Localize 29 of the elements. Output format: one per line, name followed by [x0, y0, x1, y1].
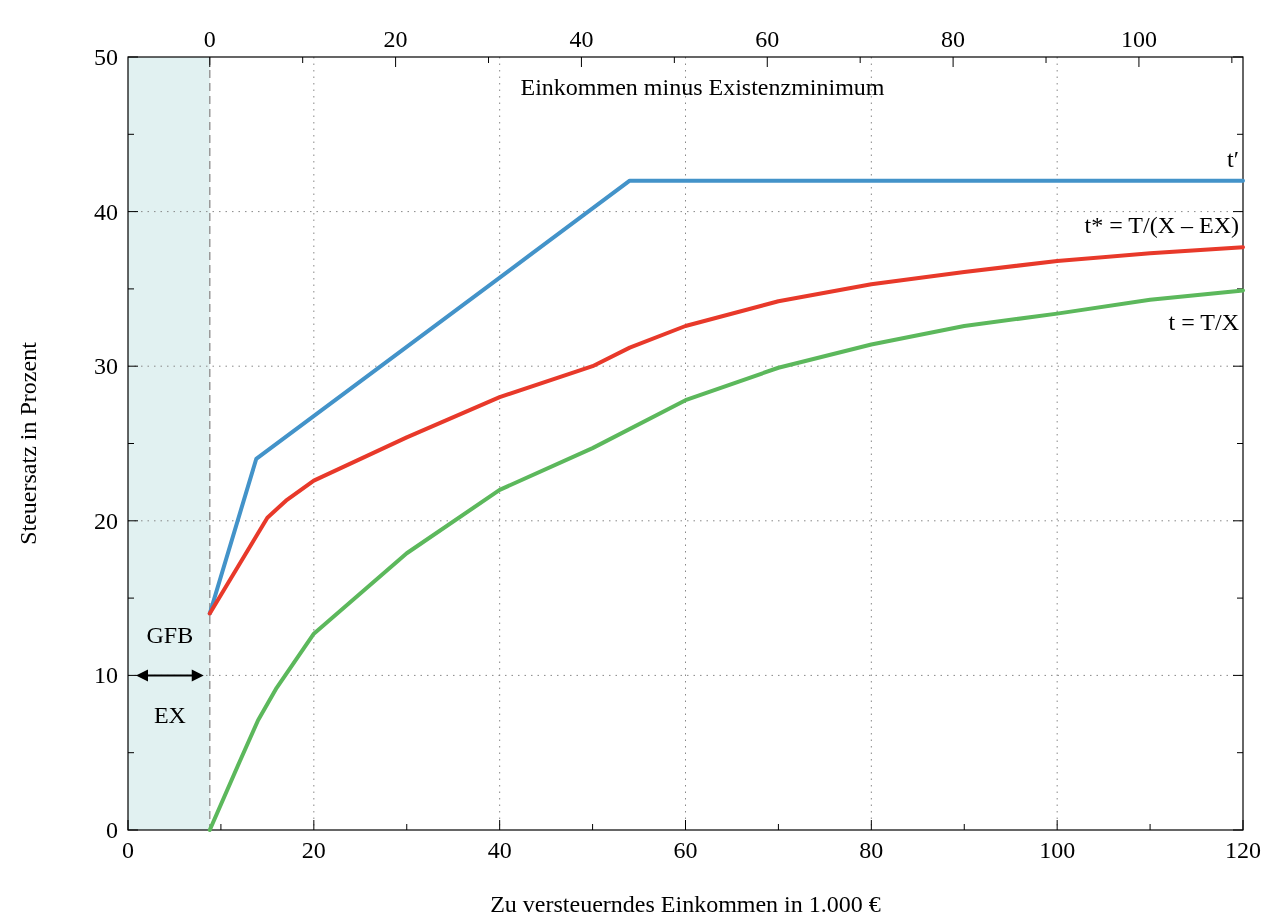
y-tick-label: 50	[94, 44, 118, 70]
x-tick-label: 100	[1039, 837, 1076, 863]
annotation: EX	[153, 702, 186, 729]
x-axis-title: Zu versteuerndes Einkommen in 1.000 €	[490, 891, 881, 917]
y-axis-title: Steuersatz in Prozent	[15, 341, 41, 545]
y-tick-label: 20	[94, 507, 118, 534]
x-tick-label: 120	[1225, 837, 1261, 863]
y-tick-label: 30	[94, 353, 118, 380]
y-tick-label: 0	[106, 817, 118, 843]
x2-axis-title: Einkommen minus Existenzminimum	[520, 74, 885, 100]
x-tick-label: 0	[122, 837, 134, 863]
annotation: GFB	[146, 622, 194, 649]
series-label: t′	[1227, 145, 1239, 172]
x-tick-label: 20	[301, 837, 326, 863]
series-label: t = T/X	[1168, 309, 1239, 336]
x2-tick-label: 60	[755, 26, 780, 52]
line-series	[207, 288, 1245, 832]
series-label: t* = T/(X – EX)	[1084, 212, 1239, 239]
line-series	[207, 245, 1245, 616]
y-tick-label: 40	[94, 198, 118, 225]
x-tick-label: 40	[487, 837, 512, 863]
y-tick-label: 10	[94, 662, 118, 689]
x2-tick-label: 40	[569, 26, 594, 52]
x2-tick-label: 80	[941, 26, 966, 52]
x2-tick-label: 20	[383, 26, 408, 52]
x-tick-label: 80	[859, 837, 884, 863]
x2-tick-label: 0	[203, 26, 216, 52]
x-tick-label: 60	[673, 837, 698, 863]
x2-tick-label: 100	[1120, 26, 1157, 52]
